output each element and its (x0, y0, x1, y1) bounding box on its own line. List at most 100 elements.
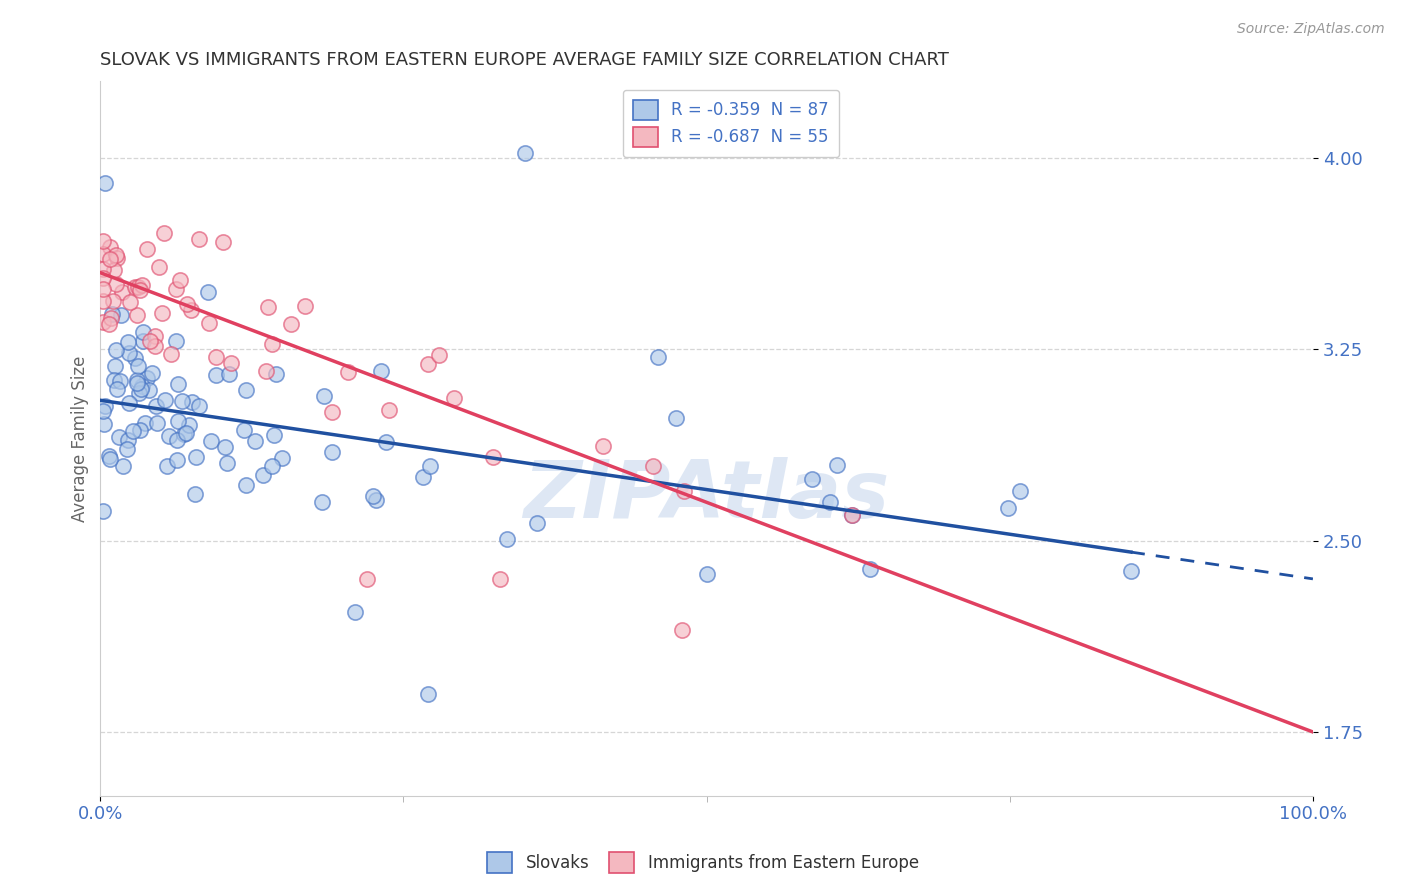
Point (254, 364, 277, 378)
Point (173, 427, 195, 442)
Y-axis label: Average Family Size: Average Family Size (72, 355, 89, 522)
Point (166, 453, 188, 467)
Point (212, 235, 235, 249)
Point (105, 247, 128, 261)
Point (337, 365, 360, 379)
Point (184, 450, 207, 465)
Point (180, 302, 202, 317)
Point (152, 226, 174, 240)
Point (443, 391, 465, 405)
Point (141, 366, 163, 380)
Point (262, 458, 284, 473)
Point (135, 242, 157, 256)
Point (103, 294, 125, 309)
Point (111, 285, 134, 299)
Point (311, 495, 333, 509)
Point (184, 486, 207, 500)
Point (91, 282, 114, 296)
Point (343, 605, 366, 619)
Point (271, 450, 294, 465)
Point (125, 308, 148, 322)
Point (145, 417, 167, 431)
Point (93, 417, 115, 432)
Point (174, 425, 197, 440)
Point (160, 347, 183, 361)
Point (214, 440, 236, 454)
Point (124, 280, 146, 294)
Point (91, 404, 114, 418)
Point (157, 428, 180, 442)
Point (129, 382, 152, 396)
Point (155, 392, 177, 407)
Point (673, 483, 696, 498)
Point (148, 260, 170, 275)
Point (696, 566, 718, 581)
Point (98, 318, 121, 332)
Point (145, 399, 167, 413)
Point (100, 310, 122, 325)
Point (592, 440, 614, 454)
Point (233, 423, 256, 437)
Text: SLOVAK VS IMMIGRANTS FROM EASTERN EUROPE AVERAGE FAMILY SIZE CORRELATION CHART: SLOVAK VS IMMIGRANTS FROM EASTERN EUROPE… (100, 51, 949, 69)
Point (115, 442, 138, 457)
Point (110, 308, 132, 322)
Point (117, 396, 139, 410)
Point (117, 335, 139, 350)
Point (252, 468, 274, 483)
Point (104, 359, 127, 373)
Point (120, 294, 142, 309)
Point (125, 376, 148, 391)
Point (818, 494, 841, 508)
Text: ZIPAtlas: ZIPAtlas (523, 457, 890, 534)
Point (105, 343, 128, 357)
Point (243, 434, 266, 449)
Point (98, 240, 121, 254)
Point (1008, 483, 1031, 498)
Point (260, 337, 283, 351)
Point (364, 493, 387, 508)
Point (166, 433, 188, 447)
Point (665, 410, 688, 425)
Point (118, 346, 141, 360)
Point (103, 373, 125, 387)
Point (181, 395, 204, 409)
Point (235, 478, 257, 492)
Point (1119, 564, 1142, 578)
Point (263, 428, 285, 442)
Point (112, 459, 135, 474)
Point (131, 278, 153, 293)
Point (256, 300, 278, 314)
Point (671, 623, 693, 637)
Point (165, 282, 187, 296)
Point (172, 394, 194, 409)
Point (134, 416, 156, 430)
Point (280, 317, 302, 331)
Point (187, 232, 209, 246)
Point (429, 348, 451, 362)
Point (321, 404, 343, 418)
Point (150, 306, 173, 320)
Point (489, 572, 512, 586)
Point (264, 367, 287, 381)
Point (177, 418, 200, 433)
Point (105, 251, 128, 265)
Point (98, 449, 121, 463)
Point (482, 450, 505, 465)
Point (169, 273, 191, 287)
Point (418, 459, 440, 474)
Point (136, 371, 159, 385)
Point (94, 400, 117, 414)
Point (165, 334, 187, 348)
Point (825, 458, 848, 472)
Point (108, 374, 131, 388)
Legend: R = -0.359  N = 87, R = -0.687  N = 55: R = -0.359 N = 87, R = -0.687 N = 55 (623, 90, 839, 157)
Point (294, 299, 316, 313)
Point (188, 399, 211, 413)
Point (204, 368, 226, 382)
Point (143, 329, 166, 343)
Point (91, 315, 114, 329)
Point (94, 177, 117, 191)
Point (91, 503, 114, 517)
Point (841, 508, 863, 522)
Point (215, 456, 238, 470)
